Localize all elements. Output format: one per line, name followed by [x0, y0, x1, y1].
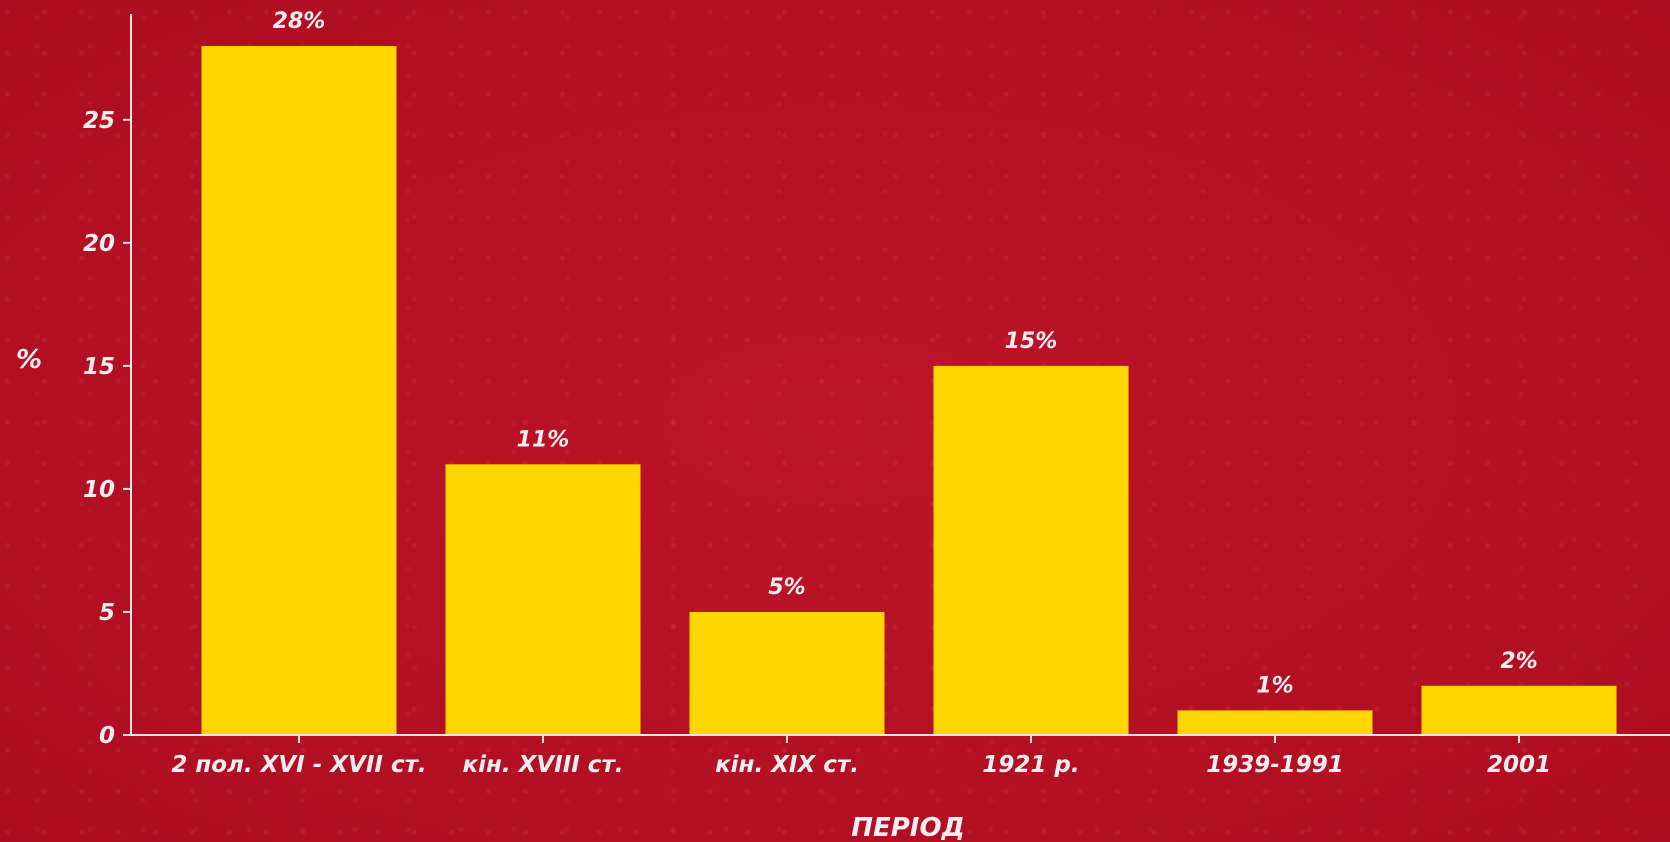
bar: [1421, 685, 1617, 735]
y-tick-label: 0: [99, 723, 115, 749]
bar: [1177, 710, 1373, 735]
bar-value-label: 5%: [768, 575, 805, 600]
x-tick-label: кін. XVIII ст.: [462, 752, 623, 778]
bar: [933, 365, 1129, 735]
y-ticks-group: 0 5 10 15 20 25: [83, 108, 131, 749]
y-tick-label: 20: [83, 231, 115, 257]
y-tick-label: 10: [83, 477, 115, 503]
y-tick-label: 25: [83, 108, 115, 134]
x-tick-label: 1921 р.: [982, 752, 1079, 778]
x-tick-label: 2001: [1487, 752, 1551, 778]
y-tick-label: 5: [99, 600, 115, 626]
bar-value-label: 1%: [1256, 673, 1293, 698]
x-tick-label: 2 пол. XVI - XVII ст.: [171, 752, 426, 778]
value-labels-group: 28% 11% 5% 15% 1% 2%: [273, 9, 1538, 698]
bar: [201, 45, 397, 736]
y-axis-title: %: [16, 345, 42, 375]
bar-value-label: 2%: [1500, 649, 1537, 674]
bar-value-label: 28%: [273, 9, 326, 34]
x-axis-title: ПЕРІОД: [851, 813, 965, 842]
bars-group: [201, 45, 1617, 736]
bar: [445, 464, 641, 735]
bar: [689, 611, 885, 735]
bar-value-label: 15%: [1005, 329, 1058, 354]
x-ticks-group: 2 пол. XVI - XVII ст. кін. XVIII ст. кін. …: [171, 735, 1551, 778]
y-tick-label: 15: [83, 354, 115, 380]
x-tick-label: кін. XIX ст.: [715, 752, 859, 778]
bar-value-label: 11%: [517, 427, 570, 452]
x-tick-label: 1939-1991: [1206, 752, 1344, 778]
